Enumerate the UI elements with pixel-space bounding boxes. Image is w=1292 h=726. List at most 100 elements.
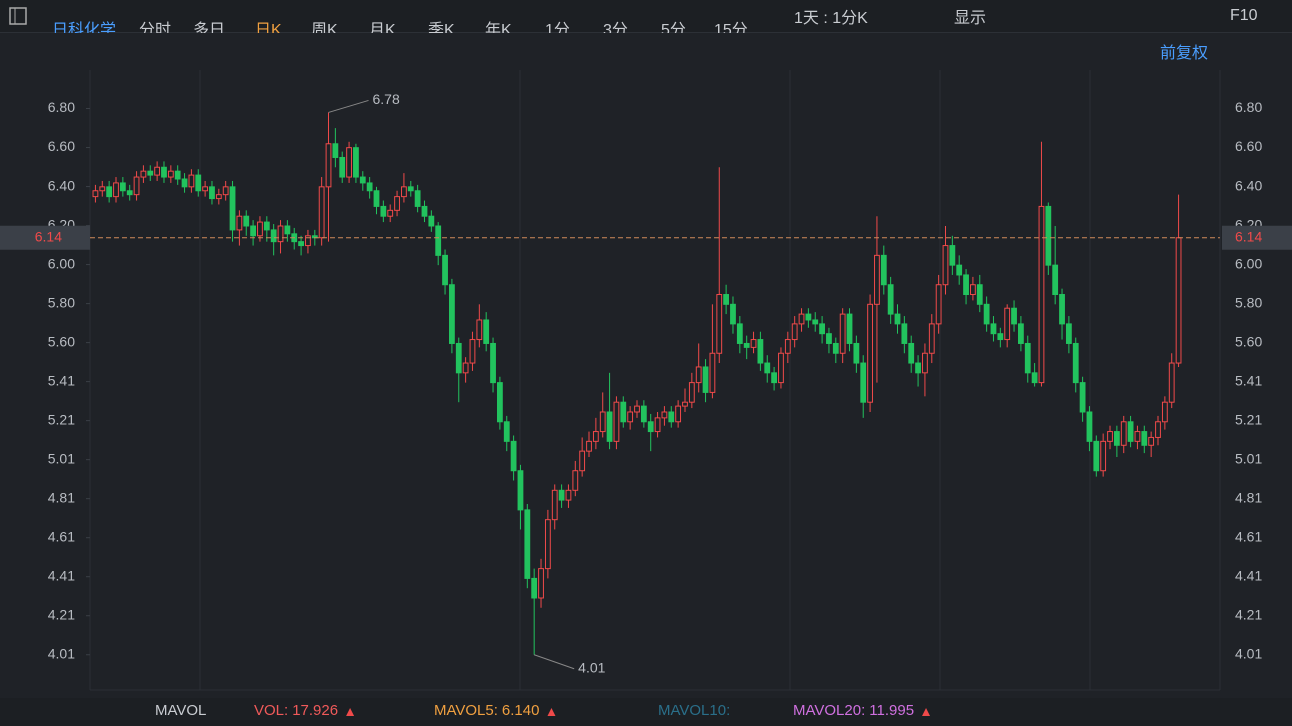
candle-body — [119, 182, 126, 192]
candle-body — [140, 170, 147, 178]
candle-body — [394, 196, 400, 211]
candle-body — [380, 205, 387, 217]
candle-body — [695, 366, 702, 384]
candle-body — [174, 170, 181, 180]
y-tick-label: 5.80 — [48, 294, 75, 310]
candle-body — [771, 372, 778, 384]
candle-body — [270, 229, 277, 243]
candle-body — [551, 489, 558, 521]
candle-body — [592, 431, 599, 442]
y-tick-label-right: 6.60 — [1235, 138, 1262, 154]
candle-body — [983, 303, 990, 325]
candle-body — [990, 323, 997, 335]
panel-icon[interactable] — [6, 0, 34, 32]
candle-body — [421, 205, 428, 217]
candle-body — [922, 352, 928, 374]
candle-body — [318, 186, 325, 239]
candle-body — [1168, 362, 1175, 403]
candle-body — [407, 186, 414, 192]
candle-body — [1086, 411, 1093, 442]
current-price-left: 6.14 — [35, 228, 62, 244]
candle-body — [359, 176, 366, 184]
y-tick-label-right: 5.01 — [1235, 450, 1262, 466]
candle-body — [970, 284, 976, 296]
x-grid — [89, 70, 1221, 691]
candle-body — [517, 470, 524, 511]
plot-bg — [0, 33, 1292, 698]
candle-body — [346, 147, 352, 178]
candle-body — [1148, 436, 1155, 446]
y-tick-label: 6.80 — [48, 99, 75, 115]
candle-body — [229, 186, 236, 231]
indicator-label: MAVOL20: — [793, 702, 865, 719]
candle-body — [572, 470, 579, 491]
candle-body — [215, 194, 222, 200]
indicator-value: 17.926 — [292, 702, 338, 719]
candle-body — [147, 170, 154, 176]
candle-body — [126, 190, 133, 196]
candle-body — [682, 401, 688, 407]
candle-body — [195, 174, 202, 192]
y-tick-label-right: 4.01 — [1235, 645, 1262, 661]
candle-body — [586, 440, 592, 452]
y-tick-label-right: 5.41 — [1235, 372, 1262, 388]
candle-body — [353, 147, 359, 178]
indicator-name[interactable]: MAVOL — [155, 702, 206, 719]
y-tick-label-right: 5.80 — [1235, 294, 1262, 310]
candle-body — [531, 577, 538, 599]
mode[interactable]: 1天 : 1分K — [794, 10, 868, 27]
candle-body — [257, 221, 263, 237]
high-label: 6.78 — [373, 91, 400, 107]
candle-body — [606, 411, 613, 442]
candle-body — [503, 421, 510, 442]
candle-body — [901, 323, 908, 344]
candle-body — [613, 401, 620, 442]
candle-body — [1079, 382, 1086, 413]
candle-body — [284, 225, 291, 235]
candle-body — [332, 143, 339, 158]
y-tick-label-right: 6.40 — [1235, 177, 1262, 193]
candle-body — [647, 421, 654, 433]
candle-body — [627, 411, 634, 423]
candle-body — [510, 440, 517, 472]
candle-body — [832, 342, 839, 354]
candle-body — [435, 225, 442, 256]
candle-body — [1175, 237, 1182, 364]
candle-body — [757, 339, 764, 364]
indicator-label: MAVOL5: — [434, 702, 498, 719]
candle-body — [599, 411, 606, 433]
candle-body — [997, 333, 1004, 341]
candle-body — [1004, 307, 1011, 341]
candle-body — [915, 362, 921, 374]
candle-body — [812, 319, 819, 325]
candle-body — [181, 178, 188, 188]
candle-body — [462, 362, 469, 374]
y-tick-label: 4.81 — [48, 489, 75, 505]
candle-body — [106, 186, 113, 198]
f10[interactable]: F10 — [1230, 7, 1258, 24]
candle-body — [490, 342, 496, 384]
candle-body — [949, 245, 956, 266]
candle-body — [942, 245, 949, 286]
candle-body — [928, 323, 935, 354]
candle-body — [99, 186, 106, 192]
candle-body — [373, 190, 380, 207]
indicator-label: VOL: — [254, 702, 288, 719]
candle-body — [668, 411, 675, 423]
candle-body — [935, 284, 942, 325]
candle-body — [442, 254, 448, 286]
candle-body — [778, 352, 784, 384]
candle-body — [1155, 421, 1161, 438]
candle-body — [133, 176, 140, 196]
y-tick-label: 5.21 — [48, 411, 75, 427]
candle-body — [1024, 342, 1031, 374]
indicator-value: 6.140 — [502, 702, 540, 719]
candle-body — [1059, 294, 1065, 325]
indicator-value: 11.995 — [869, 702, 914, 719]
adjust-label[interactable]: 前复权 — [1160, 44, 1208, 62]
candle-body — [1065, 323, 1072, 344]
candle-body — [1052, 264, 1059, 296]
display[interactable]: 显示 — [954, 10, 987, 27]
candle-body — [839, 313, 846, 354]
y-tick-label-right: 5.21 — [1235, 411, 1262, 427]
